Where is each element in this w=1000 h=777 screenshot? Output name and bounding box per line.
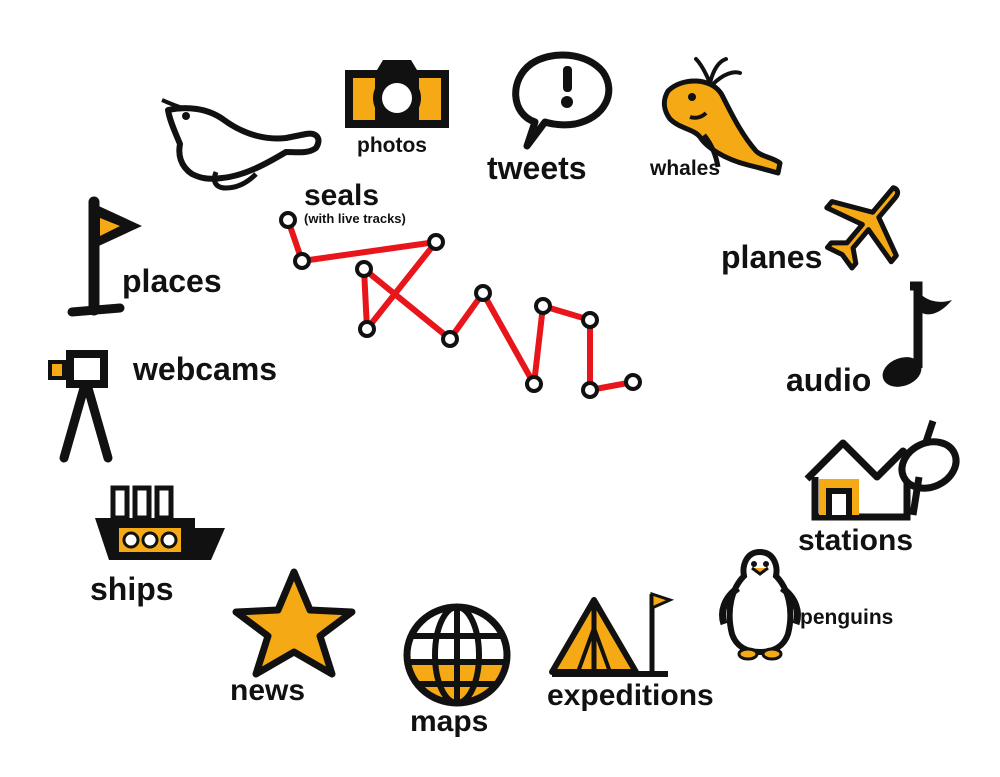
stations-label[interactable]: stations — [798, 524, 914, 557]
penguin-icon[interactable] — [718, 548, 802, 661]
tweets-label[interactable]: tweets — [487, 150, 587, 186]
seals-sublabel: (with live tracks) — [304, 211, 406, 226]
webcam-icon[interactable] — [44, 346, 130, 463]
audio-label[interactable]: audio — [786, 362, 872, 398]
ships-label[interactable]: ships — [90, 571, 174, 607]
seals-label[interactable]: seals — [304, 179, 380, 212]
seal-icon[interactable] — [156, 94, 326, 194]
expeditions-label[interactable]: expeditions — [547, 679, 714, 712]
station-icon[interactable] — [803, 415, 963, 523]
maps-label[interactable]: maps — [410, 705, 489, 738]
penguins-label[interactable]: penguins — [800, 606, 894, 629]
globe-icon[interactable] — [402, 602, 512, 708]
tent-icon[interactable] — [548, 588, 675, 680]
star-icon[interactable] — [232, 568, 358, 678]
places-label[interactable]: places — [122, 263, 222, 299]
camera-icon[interactable] — [341, 58, 453, 132]
ship-icon[interactable] — [85, 482, 235, 566]
speech-bubble-icon[interactable] — [505, 51, 613, 152]
flag-icon[interactable] — [67, 196, 150, 322]
whales-label[interactable]: whales — [650, 157, 721, 180]
news-label[interactable]: news — [230, 674, 306, 707]
music-note-icon[interactable] — [880, 281, 956, 390]
planes-label[interactable]: planes — [721, 239, 823, 275]
plane-icon[interactable] — [818, 178, 918, 271]
whale-icon[interactable] — [660, 55, 785, 180]
photos-label[interactable]: photos — [357, 134, 427, 157]
webcams-label[interactable]: webcams — [133, 351, 278, 387]
